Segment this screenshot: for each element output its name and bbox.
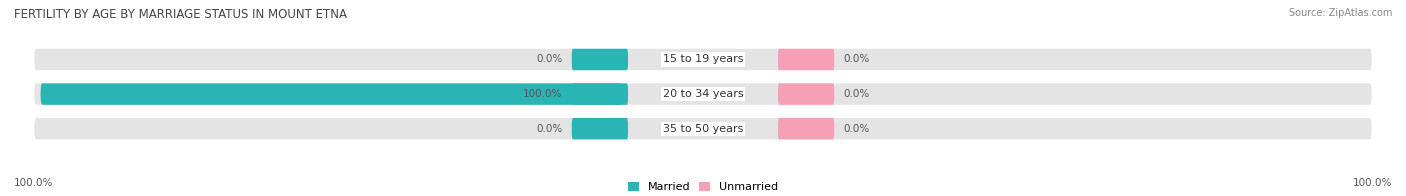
Text: FERTILITY BY AGE BY MARRIAGE STATUS IN MOUNT ETNA: FERTILITY BY AGE BY MARRIAGE STATUS IN M… bbox=[14, 8, 347, 21]
Text: 0.0%: 0.0% bbox=[844, 89, 870, 99]
Text: 0.0%: 0.0% bbox=[536, 124, 562, 134]
Text: 20 to 34 years: 20 to 34 years bbox=[662, 89, 744, 99]
FancyBboxPatch shape bbox=[572, 49, 628, 70]
FancyBboxPatch shape bbox=[572, 118, 628, 139]
FancyBboxPatch shape bbox=[41, 83, 621, 105]
FancyBboxPatch shape bbox=[34, 83, 1372, 105]
Text: 0.0%: 0.0% bbox=[844, 124, 870, 134]
FancyBboxPatch shape bbox=[778, 118, 834, 139]
Legend: Married, Unmarried: Married, Unmarried bbox=[627, 181, 779, 192]
Text: 100.0%: 100.0% bbox=[14, 178, 53, 188]
Text: 0.0%: 0.0% bbox=[844, 54, 870, 64]
Text: 15 to 19 years: 15 to 19 years bbox=[662, 54, 744, 64]
Text: 0.0%: 0.0% bbox=[536, 54, 562, 64]
Text: Source: ZipAtlas.com: Source: ZipAtlas.com bbox=[1288, 8, 1392, 18]
FancyBboxPatch shape bbox=[34, 49, 1372, 70]
FancyBboxPatch shape bbox=[34, 118, 1372, 139]
FancyBboxPatch shape bbox=[778, 83, 834, 105]
Text: 35 to 50 years: 35 to 50 years bbox=[662, 124, 744, 134]
Text: 100.0%: 100.0% bbox=[523, 89, 562, 99]
Text: 100.0%: 100.0% bbox=[1353, 178, 1392, 188]
FancyBboxPatch shape bbox=[572, 83, 628, 105]
FancyBboxPatch shape bbox=[778, 49, 834, 70]
